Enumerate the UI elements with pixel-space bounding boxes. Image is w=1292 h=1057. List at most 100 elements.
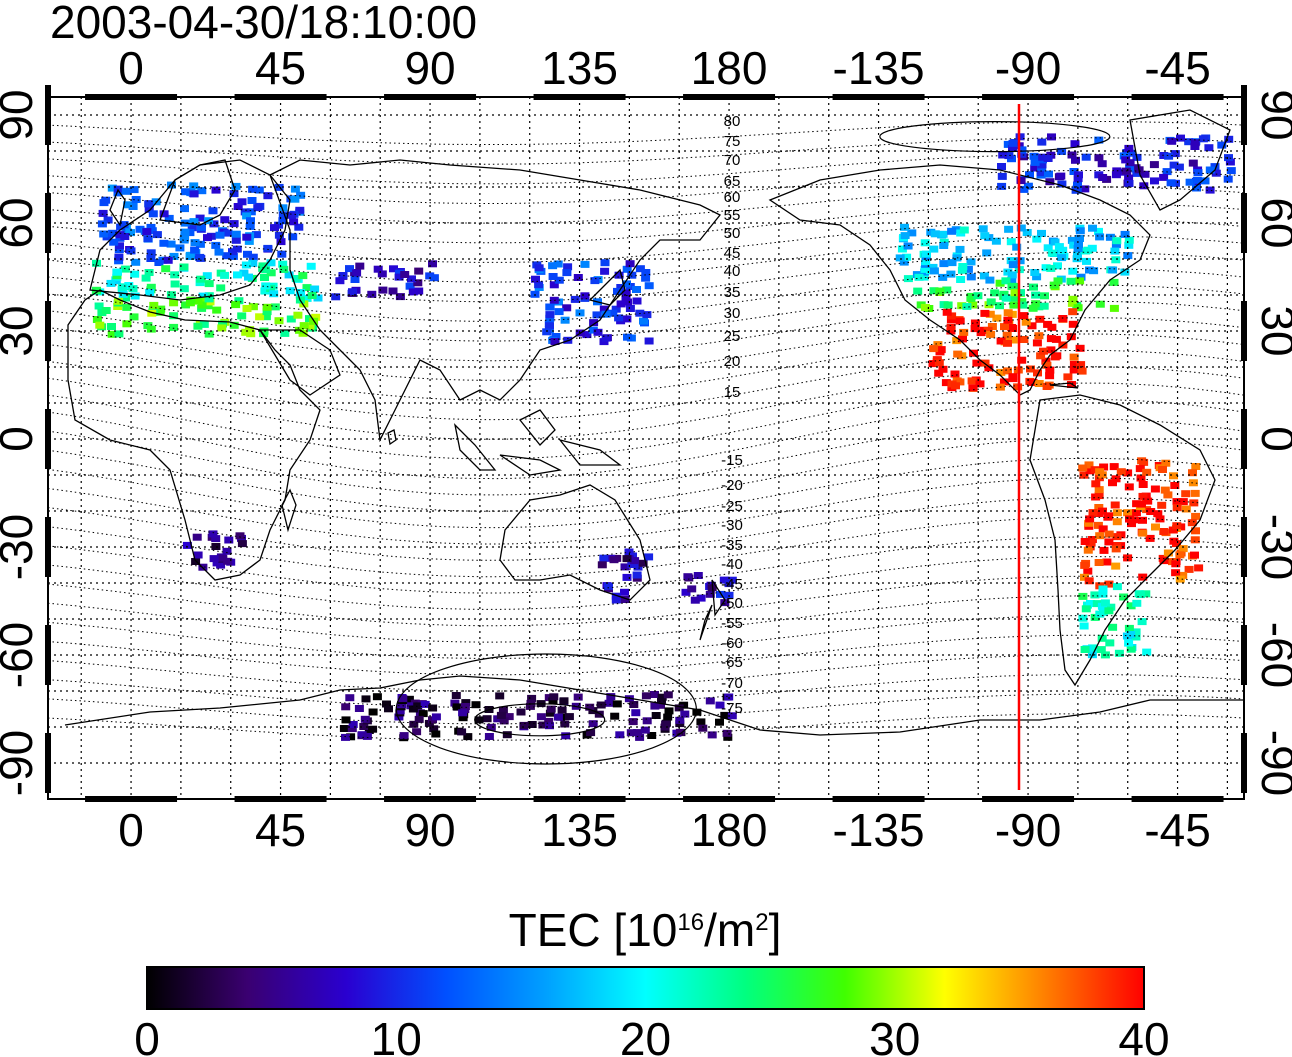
- tec-cell: [580, 292, 590, 300]
- south-pole-contour-outer: [395, 653, 697, 765]
- tec-cell: [628, 718, 638, 726]
- tec-cell: [530, 290, 540, 298]
- tec-cell: [348, 288, 357, 296]
- contour-line: [48, 153, 1244, 185]
- tec-cell: [1068, 295, 1078, 303]
- tec-cell: [1076, 273, 1086, 281]
- antarctica-coastline: [64, 675, 1244, 736]
- tec-cell: [246, 208, 256, 216]
- tec-cell: [429, 725, 439, 733]
- tec-cell: [114, 257, 124, 265]
- tec-cell: [1136, 500, 1146, 508]
- axis-tick-marks: [45, 85, 1247, 802]
- sri-lanka: [387, 429, 397, 446]
- tec-cell: [240, 208, 250, 216]
- tec-cell: [690, 596, 700, 604]
- tec-cell: [1008, 373, 1018, 381]
- tec-cell: [279, 265, 289, 273]
- tec-cell: [723, 733, 733, 741]
- tec-cell: [278, 211, 288, 219]
- tec-cell: [287, 211, 296, 219]
- tec-cell: [633, 563, 643, 571]
- tec-cell: [966, 258, 976, 266]
- tec-cell: [920, 303, 930, 311]
- tec-cell: [190, 246, 200, 254]
- tec-cell: [1017, 150, 1027, 158]
- tec-cell: [1073, 181, 1082, 189]
- tec-cell: [1139, 458, 1149, 466]
- tec-cell: [204, 295, 214, 303]
- tec-cell: [1120, 268, 1130, 276]
- lat-label-right: -60: [1252, 622, 1292, 688]
- tec-cell: [624, 548, 634, 556]
- tec-cell: [114, 297, 123, 305]
- tec-cell: [1126, 149, 1136, 157]
- tec-cell: [1008, 261, 1018, 269]
- tec-cell: [1071, 186, 1081, 194]
- tec-cell: [903, 242, 913, 250]
- tec-cell: [1073, 175, 1083, 183]
- tec-cell: [1091, 480, 1101, 488]
- contour-label: 15: [724, 384, 741, 401]
- tec-cell: [118, 290, 128, 298]
- tec-cell: [228, 252, 238, 260]
- tec-cell: [248, 259, 258, 267]
- tec-cell: [296, 191, 306, 199]
- tec-cell: [1006, 238, 1016, 246]
- tec-cell: [185, 253, 195, 260]
- tec-cell: [1181, 505, 1191, 513]
- asia-coastline: [269, 159, 722, 443]
- tec-cell: [394, 713, 404, 721]
- tec-cell: [1080, 561, 1090, 569]
- tec-cell: [195, 253, 205, 261]
- lon-label-bottom: -135: [833, 804, 925, 856]
- tec-cell: [1191, 512, 1201, 520]
- tec-cell: [1178, 545, 1188, 553]
- tec-cell: [1188, 479, 1198, 487]
- tec-cell: [1100, 599, 1110, 607]
- tec-cell: [1119, 152, 1129, 160]
- tec-cell: [1111, 171, 1121, 179]
- tec-cell: [995, 279, 1005, 287]
- tec-cell: [1080, 185, 1090, 193]
- tec-cell: [196, 275, 206, 283]
- tec-cell: [1075, 227, 1085, 235]
- tec-cell: [362, 732, 372, 740]
- tec-cell: [545, 322, 554, 330]
- tec-cell: [354, 705, 364, 712]
- tec-cell: [957, 302, 967, 310]
- tec-cell: [1080, 573, 1089, 581]
- contour-line: [48, 516, 1244, 578]
- tec-cell: [1124, 241, 1134, 249]
- tec-cell: [412, 728, 422, 736]
- tec-cell: [113, 268, 122, 276]
- tec-cell: [1205, 166, 1215, 174]
- tec-cell: [1172, 522, 1182, 530]
- contour-line: [48, 382, 1244, 460]
- tec-cell: [972, 359, 982, 367]
- tec-cell: [246, 217, 255, 225]
- tec-region-north-america-south: [928, 308, 1087, 392]
- colorbar: TEC [1016/m2] 0 10 20 30 40: [134, 904, 1169, 1057]
- tec-cell: [216, 284, 226, 292]
- tec-region-europe-south: [92, 295, 321, 338]
- tec-cell: [341, 716, 351, 724]
- tec-cell: [1125, 159, 1135, 167]
- tec-cell: [1028, 304, 1038, 312]
- tec-cell: [1112, 533, 1122, 541]
- tec-cell: [622, 265, 632, 273]
- tec-cell: [516, 708, 526, 716]
- tec-cell: [486, 723, 496, 731]
- tec-cell: [1163, 491, 1173, 499]
- tec-cell: [664, 707, 674, 715]
- tec-cell: [212, 306, 222, 314]
- tec-cell: [1004, 152, 1014, 160]
- tec-cell: [197, 301, 207, 309]
- tec-cell: [1124, 174, 1134, 182]
- tec-cell: [938, 365, 948, 373]
- tec-cell: [235, 532, 245, 540]
- tec-cell: [164, 214, 174, 222]
- tec-cell: [242, 305, 252, 312]
- tec-cell: [597, 561, 607, 569]
- tec-cell: [1096, 646, 1106, 654]
